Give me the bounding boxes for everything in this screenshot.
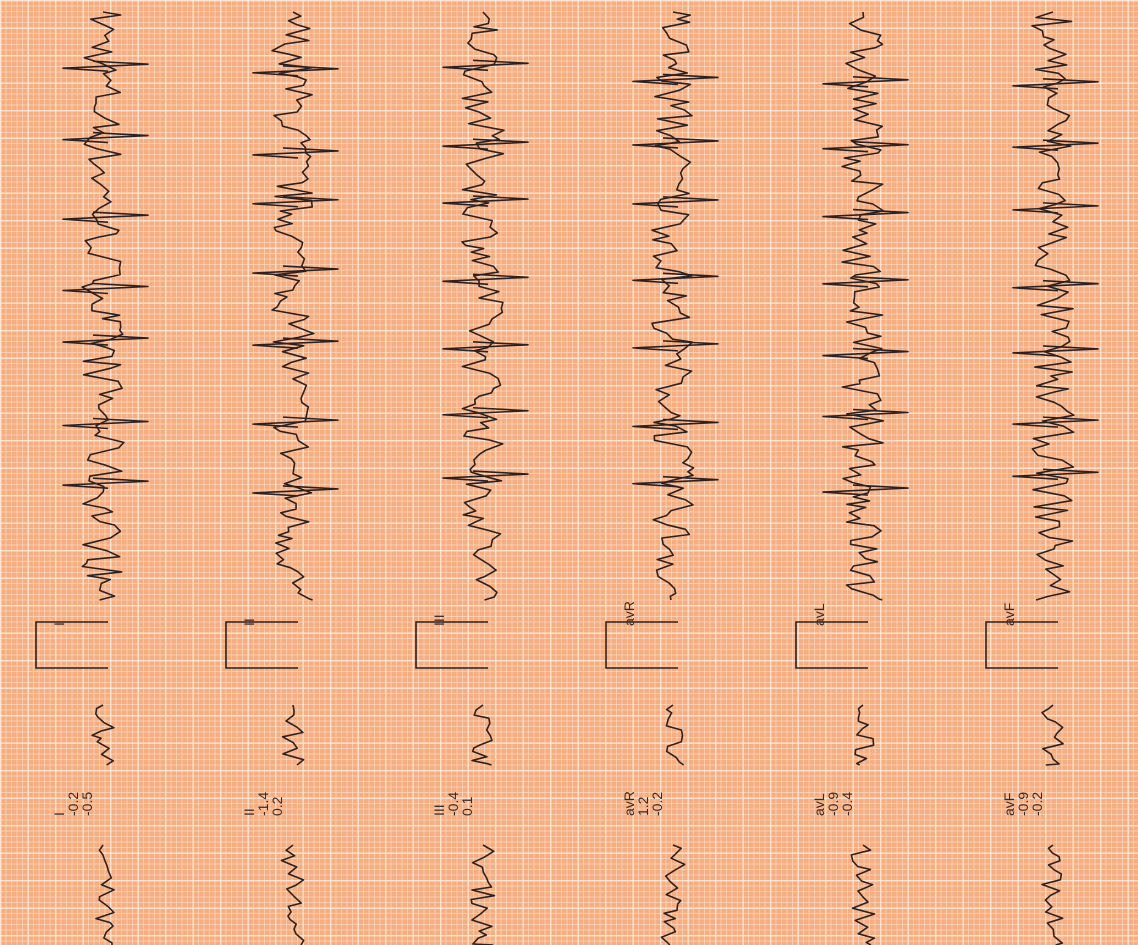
ecg-trace [1031,11,1075,601]
lead-label: III [431,614,447,626]
qrs-complex [442,273,529,286]
qrs-complex [62,211,149,223]
ecg-trace [651,11,695,601]
ecg-snippet [280,844,305,945]
qrs-complex [62,417,149,430]
ecg-trace [461,11,505,601]
qrs-complex [252,337,339,349]
qrs-complex [632,418,719,431]
qrs-complex [62,60,149,73]
lead-measurement: 1.2 [635,796,651,816]
lead-measurement: -0.9 [1015,792,1031,816]
qrs-complex [62,477,149,489]
calibration-pulse [415,621,488,669]
qrs-complex [252,65,339,77]
qrs-complex [822,408,909,421]
qrs-complex [1012,202,1099,214]
qrs-complex [632,340,719,352]
lead-measurement: -0.4 [445,792,461,816]
lead-label: avR [621,601,637,626]
ecg-snippet [470,844,496,945]
ecg-snippet [665,704,685,766]
calibration-pulse [985,621,1058,669]
qrs-complex [62,131,149,144]
lead-label: avL [811,793,827,816]
qrs-complex [252,147,339,159]
ecg-snippet [1041,844,1064,945]
lead-label: avF [1001,603,1017,626]
lead-measurement: -0.2 [649,792,665,816]
ecg-snippet [850,844,876,945]
qrs-complex [632,73,719,86]
qrs-complex [822,76,909,88]
qrs-complex [822,347,909,360]
ecg-snippet [95,844,115,945]
qrs-complex [442,59,529,72]
lead-label: avL [811,603,827,626]
calibration-pulse [605,621,678,669]
lead-measurement: 0.1 [459,796,475,816]
lead-label: avF [1001,793,1017,816]
qrs-complex [632,196,719,208]
lead-measurement: -0.5 [79,792,95,816]
qrs-complex [1012,345,1099,357]
ecg-trace [841,11,885,601]
qrs-complex [442,341,529,353]
qrs-complex [632,475,719,488]
qrs-complex [442,406,529,419]
qrs-complex [822,276,909,288]
qrs-complex [1012,279,1099,292]
ecg-snippet [91,704,115,766]
lead-label: I [51,622,67,626]
lead-measurement: -0.2 [65,792,81,816]
qrs-complex [442,138,529,150]
qrs-complex [442,195,529,207]
qrs-complex [1012,78,1099,90]
lead-label: I [51,812,67,816]
lead-label: avR [621,791,637,816]
ecg-snippet [854,704,875,766]
ecg-trace [271,11,315,601]
qrs-complex [252,265,339,277]
lead-measurement: 0.2 [269,796,285,816]
lead-label: II [241,618,257,626]
lead-label: II [241,808,257,816]
qrs-complex [1012,468,1099,481]
qrs-complex [252,416,339,428]
lead-label: III [431,804,447,816]
qrs-complex [62,282,149,295]
qrs-complex [442,470,529,482]
qrs-complex [822,484,909,496]
lead-measurement: -0.2 [1029,792,1045,816]
ecg-snippet [1041,704,1064,766]
lead-measurement: -0.9 [825,792,841,816]
ecg-trace [81,11,125,601]
qrs-complex [1012,139,1099,152]
qrs-complex [632,272,719,285]
lead-measurement: -0.4 [839,792,855,816]
qrs-complex [822,208,909,221]
calibration-pulse [795,621,868,669]
qrs-complex [1012,416,1099,428]
qrs-complex [62,334,149,346]
qrs-complex [252,195,339,208]
qrs-complex [822,140,909,153]
qrs-complex [632,137,719,149]
lead-measurement: -1.4 [255,792,271,816]
qrs-complex [252,485,339,497]
ecg-snippet [471,704,493,766]
calibration-pulse [35,621,108,669]
calibration-pulse [225,621,298,669]
ecg-snippet [281,704,305,766]
ecg-snippet [660,844,686,945]
